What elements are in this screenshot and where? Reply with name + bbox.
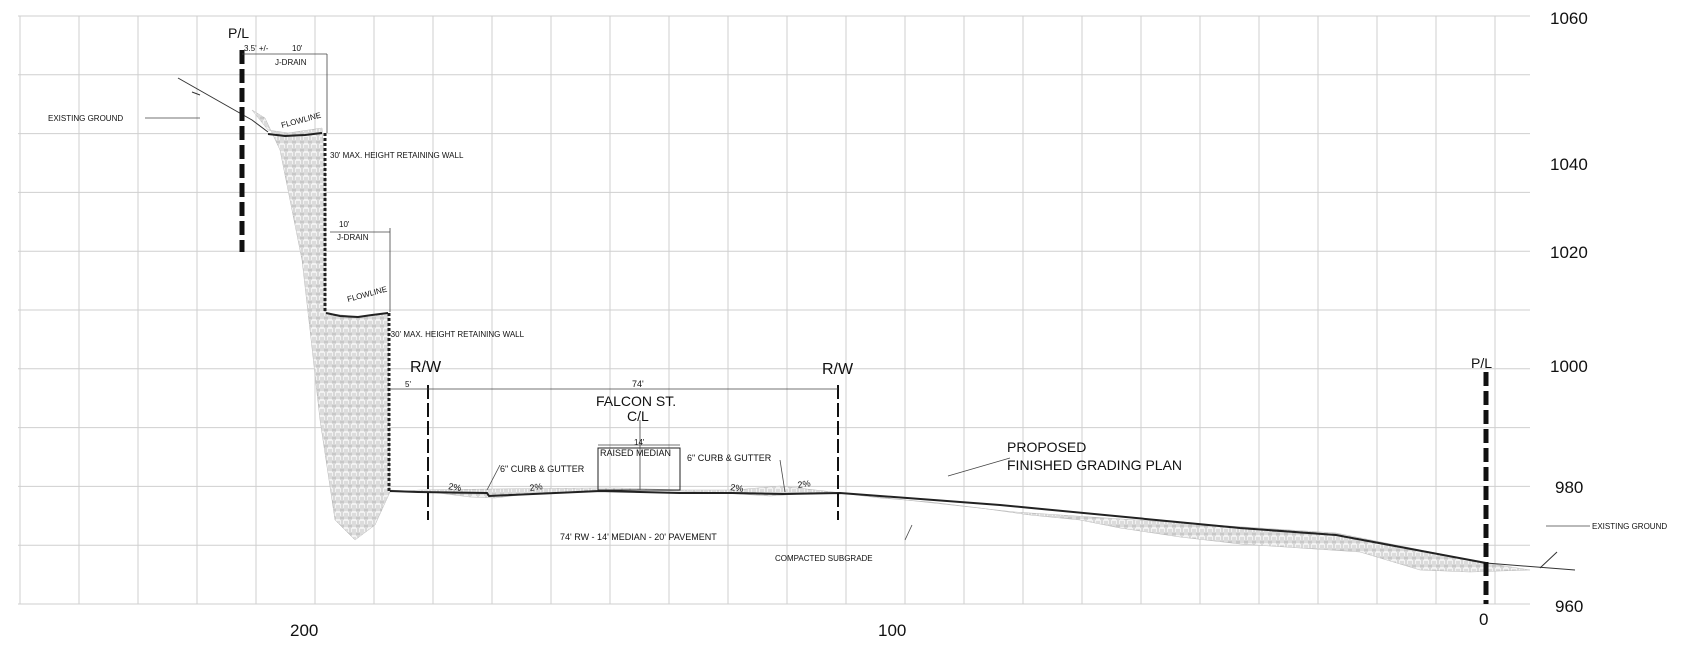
- slope-label: 2%: [797, 478, 811, 490]
- wall-upper-label: 30' MAX. HEIGHT RETAINING WALL: [330, 151, 464, 160]
- station-axis: 200 100 0: [290, 610, 1488, 640]
- jdrain-top-label: J-DRAIN: [275, 58, 307, 67]
- slope-label: 2%: [448, 481, 463, 493]
- subgrade-fill: [251, 109, 1531, 573]
- elev-tick: 1000: [1550, 357, 1588, 376]
- section-note-label: 74' RW - 14' MEDIAN - 20' PAVEMENT: [560, 532, 717, 542]
- street-name-label: FALCON ST.: [596, 393, 676, 409]
- slope-label: 2%: [529, 481, 543, 493]
- elevation-axis: 1060 1040 1020 1000 980 960: [1550, 9, 1588, 616]
- dim-3-5-label: 3.5' +/-: [244, 44, 269, 53]
- slope-label: 2%: [730, 482, 744, 494]
- dim-10-mid-label: 10': [339, 220, 350, 229]
- dim-74-label: 74': [632, 379, 644, 389]
- existing-ground-lines: [177, 77, 1576, 571]
- elev-tick: 1060: [1550, 9, 1588, 28]
- elev-tick: 1040: [1550, 155, 1588, 174]
- property-lines: [239, 50, 1489, 604]
- station-tick: 100: [878, 621, 906, 640]
- station-tick: 200: [290, 621, 318, 640]
- wall-lower-label: -30' MAX. HEIGHT RETAINING WALL: [388, 330, 525, 339]
- rw-right-label: R/W: [822, 361, 854, 378]
- compacted-subgrade-label: COMPACTED SUBGRADE: [775, 554, 873, 563]
- raised-median-label: RAISED MEDIAN: [600, 448, 671, 458]
- dim-10-top-label: 10': [292, 44, 303, 53]
- finished-grade-lines: [267, 132, 1487, 564]
- proposed-label: PROPOSED: [1007, 439, 1086, 455]
- dim-14-label: 14': [634, 438, 645, 447]
- curb-left-label: 6" CURB & GUTTER: [500, 464, 585, 474]
- elev-tick: 1020: [1550, 243, 1588, 262]
- pl-left-label: P/L: [228, 25, 249, 41]
- centerline-label: C/L: [627, 408, 649, 424]
- existing-ground-left-label: EXISTING GROUND: [48, 114, 123, 123]
- background-grid: [18, 15, 1530, 605]
- curb-right-label: 6" CURB & GUTTER: [687, 453, 772, 463]
- flowline-top-label: FLOWLINE: [280, 111, 322, 130]
- rw-left-label: R/W: [410, 359, 442, 376]
- dim-5-label: 5': [405, 380, 411, 389]
- elev-tick: 960: [1555, 597, 1583, 616]
- right-of-way-lines: [427, 385, 839, 520]
- dimension-lines: [145, 53, 1590, 541]
- flowline-mid-label: FLOWLINE: [346, 285, 388, 304]
- station-tick: 0: [1479, 610, 1488, 629]
- finished-grading-label: FINISHED GRADING PLAN: [1007, 457, 1182, 473]
- elev-tick: 980: [1555, 478, 1583, 497]
- annotations: P/L P/L 3.5' +/- 10' J-DRAIN EXISTING GR…: [48, 25, 1667, 563]
- existing-ground-right-label: EXISTING GROUND: [1592, 522, 1667, 531]
- pl-right-label: P/L: [1471, 355, 1492, 371]
- jdrain-mid-label: J-DRAIN: [337, 233, 369, 242]
